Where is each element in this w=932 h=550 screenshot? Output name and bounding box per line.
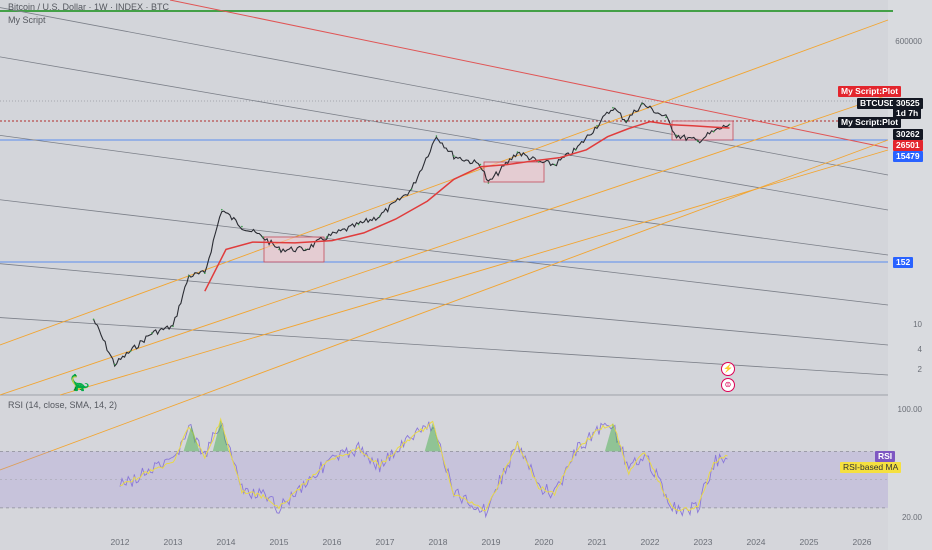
year-label: 2013 <box>163 537 183 547</box>
year-label: 2026 <box>852 537 872 547</box>
price-point <box>537 161 540 163</box>
rsi-header: RSI (14, close, SMA, 14, 2) <box>8 400 118 410</box>
price-point <box>612 106 614 109</box>
price-point <box>479 163 482 166</box>
year-label: 2015 <box>269 537 289 547</box>
ascending-channel-line <box>59 149 889 396</box>
price-point <box>151 332 153 334</box>
value-tag-152: 152 <box>893 257 914 268</box>
price-point <box>204 272 206 275</box>
price-point <box>665 116 667 119</box>
ascending-channel-line <box>0 139 889 471</box>
rsi-overbought-fill <box>183 425 200 452</box>
price-point <box>172 325 174 328</box>
price-point <box>113 363 116 366</box>
price-point <box>357 223 360 226</box>
price-point <box>712 130 715 133</box>
script-name: My Script <box>8 15 46 25</box>
countdown-tag: 1d 7h <box>893 108 922 119</box>
price-point <box>696 140 699 142</box>
price-point <box>675 134 678 137</box>
descending-trendline <box>0 7 889 176</box>
descending-trendline <box>0 56 889 211</box>
price-point <box>575 149 577 151</box>
price-point <box>378 215 381 217</box>
price-point <box>553 163 556 166</box>
axis-label: 4 <box>917 345 922 354</box>
year-label: 2021 <box>587 537 607 547</box>
year-label: 2025 <box>799 537 819 547</box>
price-point <box>487 182 490 184</box>
year-label: 2016 <box>322 537 342 547</box>
value-tag-26501: 26501 <box>893 140 923 151</box>
price-point <box>453 155 455 157</box>
axis-label: 10 <box>913 320 922 329</box>
rsi-axis-label: 20.00 <box>901 513 922 522</box>
plot-tag-1[interactable]: My Script:Plot <box>838 86 902 97</box>
year-label: 2024 <box>746 537 766 547</box>
flag-icon[interactable]: ⊜ <box>721 378 735 392</box>
price-point <box>241 225 243 228</box>
lightning-icon[interactable]: ⚡ <box>721 362 735 376</box>
price-point <box>641 103 643 105</box>
year-label: 2020 <box>534 537 554 547</box>
price-point <box>304 248 307 251</box>
price-point <box>129 350 132 352</box>
year-label: 2017 <box>375 537 395 547</box>
price-point <box>728 123 731 126</box>
price-point <box>410 188 413 191</box>
year-label: 2019 <box>481 537 501 547</box>
value-tag-30262: 30262 <box>893 129 923 140</box>
year-label: 2014 <box>216 537 236 547</box>
rsi-ma-tag[interactable]: RSI-based MA <box>840 462 902 473</box>
price-point <box>92 318 95 321</box>
symbol-header: Bitcoin / U.S. Dollar · 1W · INDEX · BTC <box>8 2 170 12</box>
value-tag-15479: 15479 <box>893 151 923 162</box>
price-point <box>435 135 438 137</box>
rsi-overbought-fill <box>604 423 621 452</box>
axis-label: 600000 <box>895 37 922 46</box>
consolidation-box <box>263 236 325 263</box>
price-point <box>516 151 519 153</box>
descending-trendline <box>0 134 889 256</box>
tradingview-logo-icon[interactable]: 🦕 <box>70 375 90 392</box>
price-point <box>596 124 598 127</box>
rsi-overbought-fill <box>212 420 229 452</box>
rsi-axis-label: 100.00 <box>897 405 922 414</box>
price-point <box>188 275 190 277</box>
ascending-channel-line <box>0 19 889 346</box>
price-point <box>262 236 264 238</box>
year-label: 2023 <box>693 537 713 547</box>
plot-tag-2[interactable]: My Script:Plot <box>838 117 902 128</box>
price-pane-bg <box>0 0 932 395</box>
red-trendline <box>169 0 889 149</box>
moving-average-line <box>204 120 730 292</box>
price-point <box>221 208 223 211</box>
year-label: 2018 <box>428 537 448 547</box>
year-label: 2022 <box>640 537 660 547</box>
rsi-ma-line <box>119 417 728 512</box>
rsi-tag[interactable]: RSI <box>875 451 896 462</box>
price-point <box>325 236 328 238</box>
rsi-pane-bg <box>0 395 932 550</box>
price-point <box>278 248 280 251</box>
axis-label: 2 <box>917 365 922 374</box>
btc-price-tag: 30525 <box>893 98 923 109</box>
ascending-channel-line <box>0 94 889 396</box>
descending-trendline <box>0 199 889 306</box>
rsi-overbought-fill <box>424 423 441 452</box>
descending-trendline <box>0 263 889 346</box>
year-label: 2012 <box>110 537 130 547</box>
price-point <box>625 120 627 122</box>
btcusd-tag[interactable]: BTCUSD <box>857 98 899 109</box>
